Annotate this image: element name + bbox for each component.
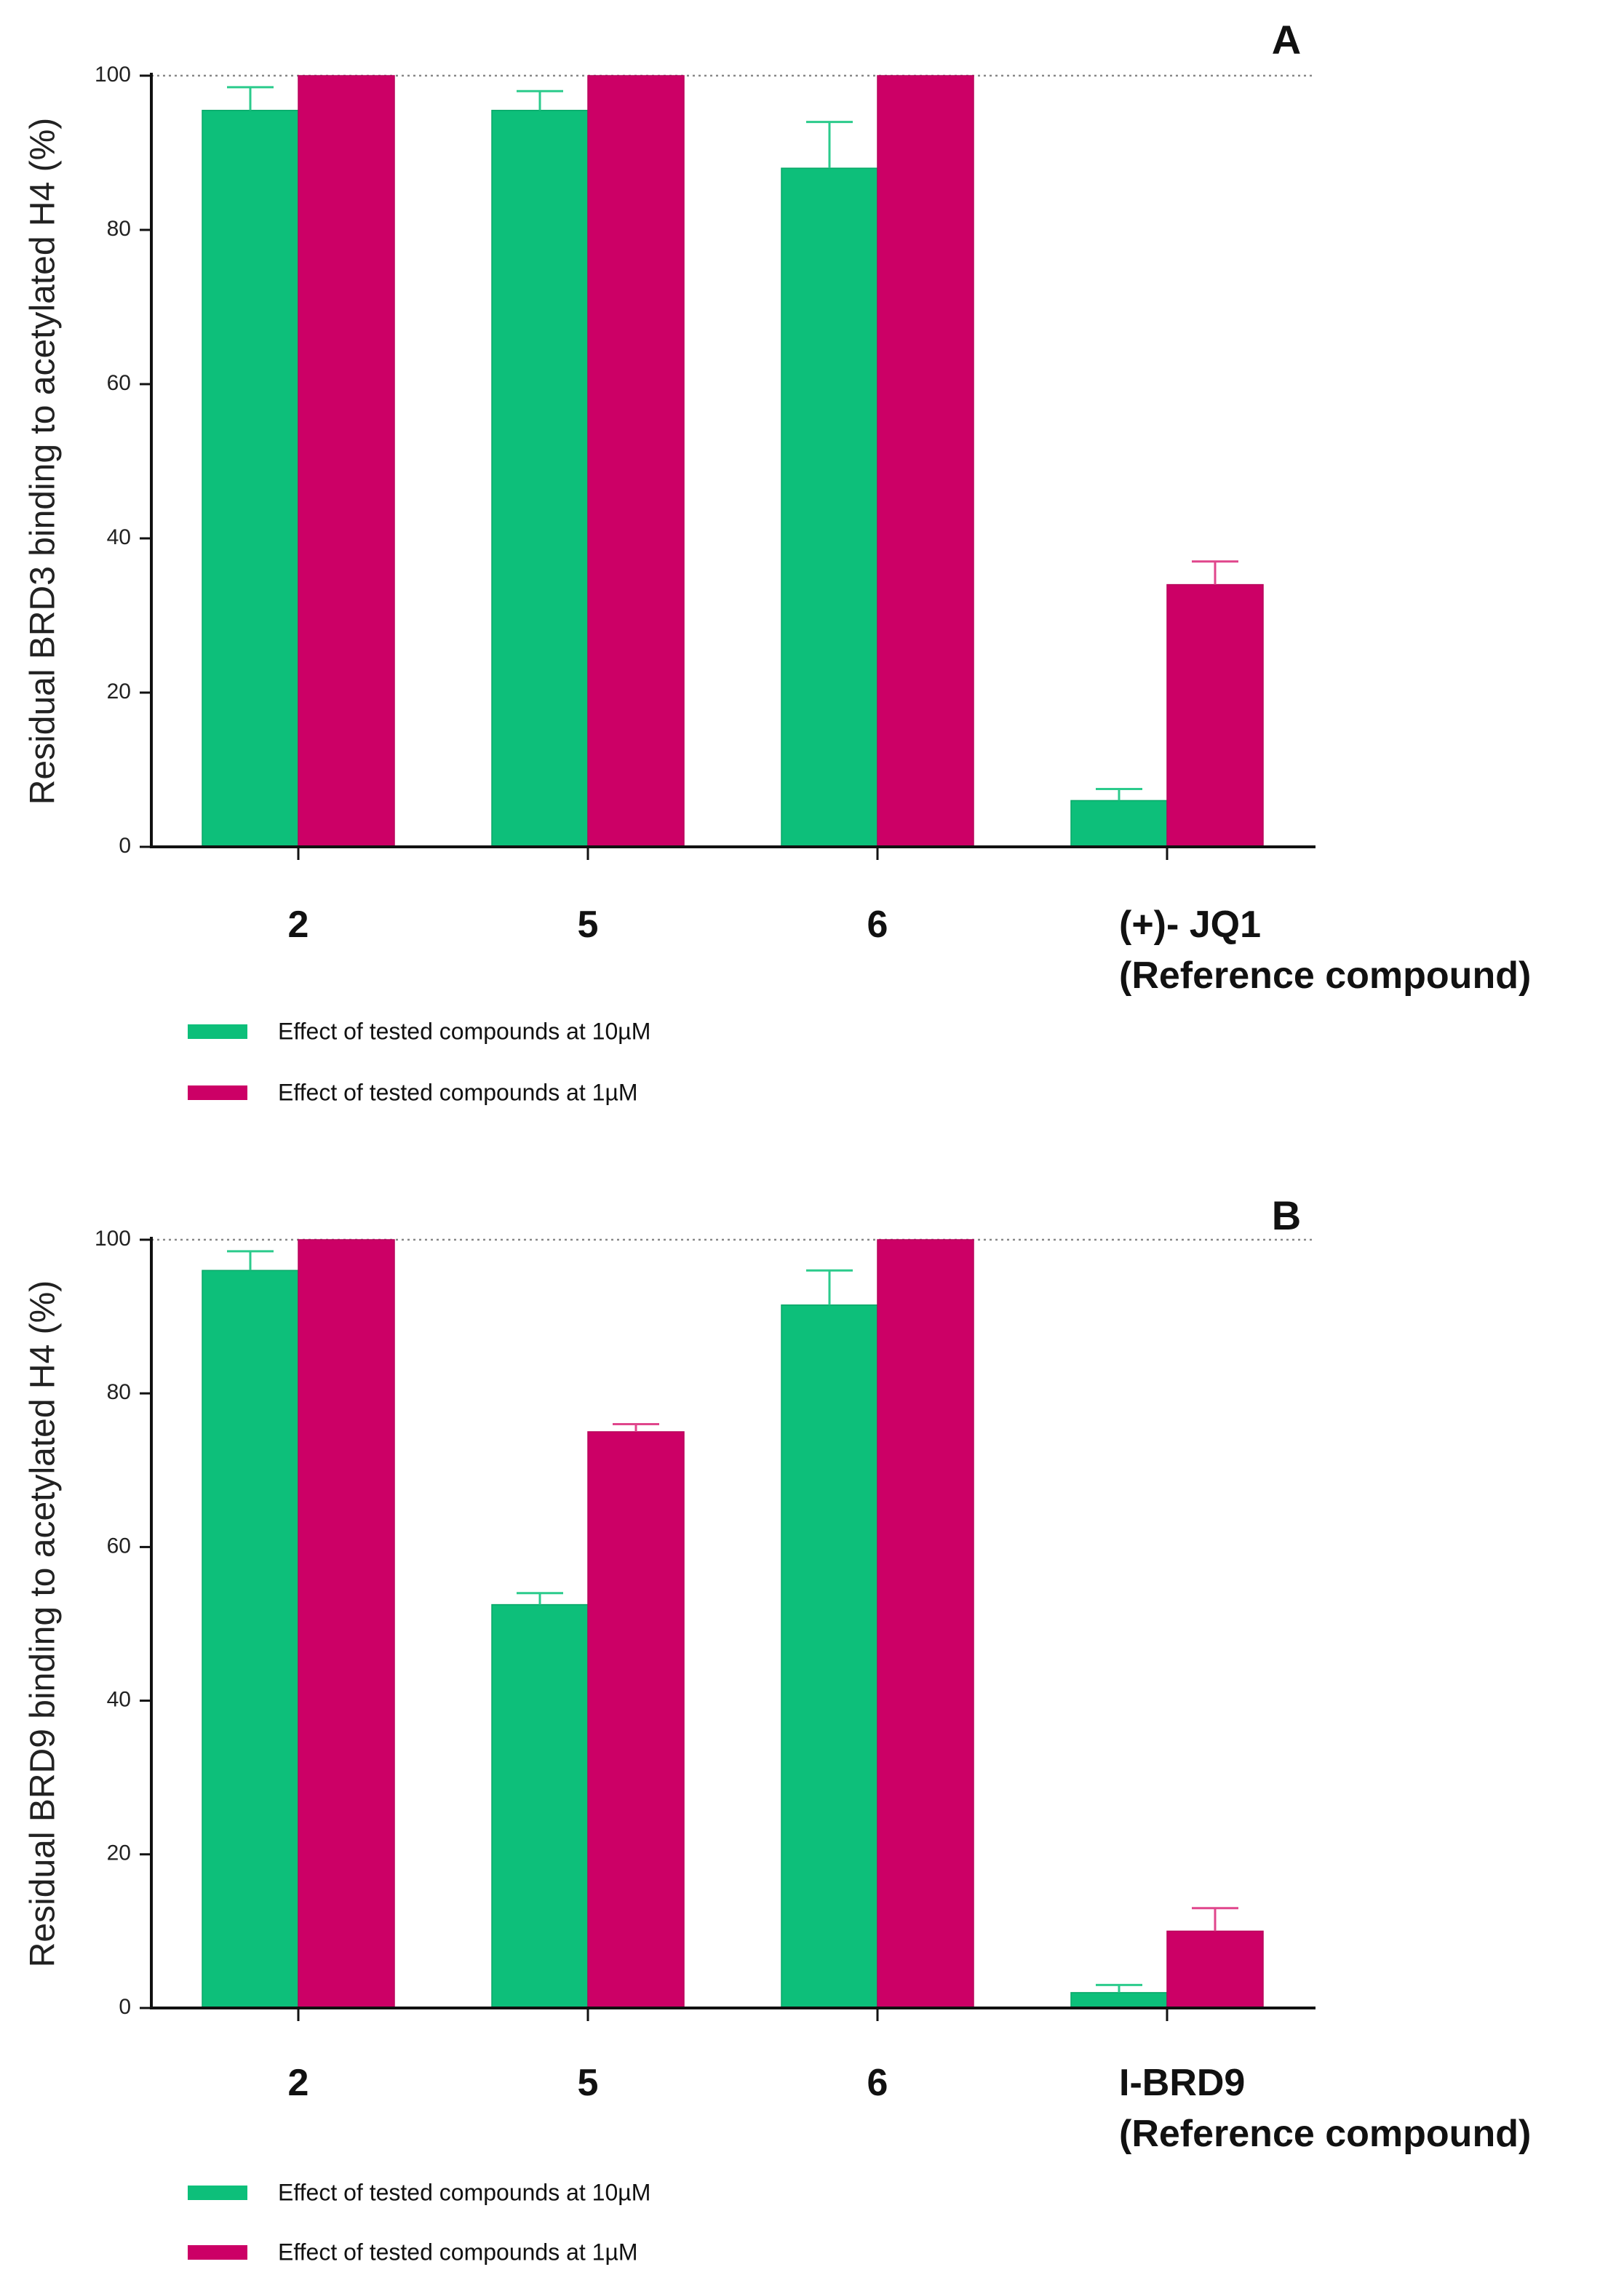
category-label: 2 (288, 2062, 309, 2104)
bar-1uM (1166, 1930, 1264, 2009)
legend-swatch-10uM (188, 1024, 247, 1039)
y-tick-label: 60 (107, 371, 131, 395)
category-label: (+)- JQ1 (1119, 904, 1261, 946)
bar-1uM (587, 1431, 685, 2009)
legend-label: Effect of tested compounds at 1µM (278, 2239, 638, 2265)
category-label: I-BRD9 (1119, 2062, 1245, 2104)
bar-10uM (491, 109, 589, 848)
legend-label: Effect of tested compounds at 1µM (278, 1079, 638, 1105)
legend-swatch-1uM (188, 1085, 247, 1100)
y-tick-label: 40 (107, 1688, 131, 1712)
y-axis-label: Residual BRD9 binding to acetylated H4 (… (24, 1280, 63, 1967)
category-label: 5 (578, 904, 599, 946)
legend-swatch-1uM (188, 2245, 247, 2260)
y-tick-label: 100 (95, 63, 131, 87)
y-tick-label: 80 (107, 217, 131, 241)
category-label: 2 (288, 904, 309, 946)
bar-10uM (202, 109, 299, 848)
category-label: (Reference compound) (1119, 955, 1531, 997)
y-tick-label: 60 (107, 1534, 131, 1558)
legend-label: Effect of tested compounds at 10µM (278, 1018, 650, 1044)
category-label: 6 (867, 904, 888, 946)
panel-label: A (1272, 17, 1301, 63)
y-tick-label: 80 (107, 1380, 131, 1404)
y-tick-label: 0 (119, 834, 131, 858)
bar-1uM (1166, 583, 1264, 848)
y-tick-label: 0 (119, 1995, 131, 2019)
bar-1uM (587, 75, 685, 848)
category-label: 6 (867, 2062, 888, 2104)
y-tick-label: 100 (95, 1227, 131, 1251)
y-tick-label: 20 (107, 1841, 131, 1865)
bar-1uM (877, 1239, 974, 2009)
y-axis-label: Residual BRD3 binding to acetylated H4 (… (24, 118, 63, 805)
category-label: 5 (578, 2062, 599, 2104)
legend-swatch-10uM (188, 2186, 247, 2200)
bar-1uM (298, 75, 395, 848)
panel-label: B (1272, 1192, 1301, 1238)
legend-label: Effect of tested compounds at 10µM (278, 2179, 650, 2205)
bar-1uM (877, 75, 974, 848)
bar-10uM (202, 1270, 299, 2009)
bar-10uM (491, 1603, 589, 2009)
y-tick-label: 40 (107, 525, 131, 549)
bar-10uM (781, 1304, 878, 2009)
bar-10uM (1070, 800, 1168, 848)
y-tick-label: 20 (107, 680, 131, 704)
bar-1uM (298, 1239, 395, 2009)
bar-10uM (781, 167, 878, 848)
category-label: (Reference compound) (1119, 2113, 1531, 2155)
bar-10uM (1070, 1992, 1168, 2009)
